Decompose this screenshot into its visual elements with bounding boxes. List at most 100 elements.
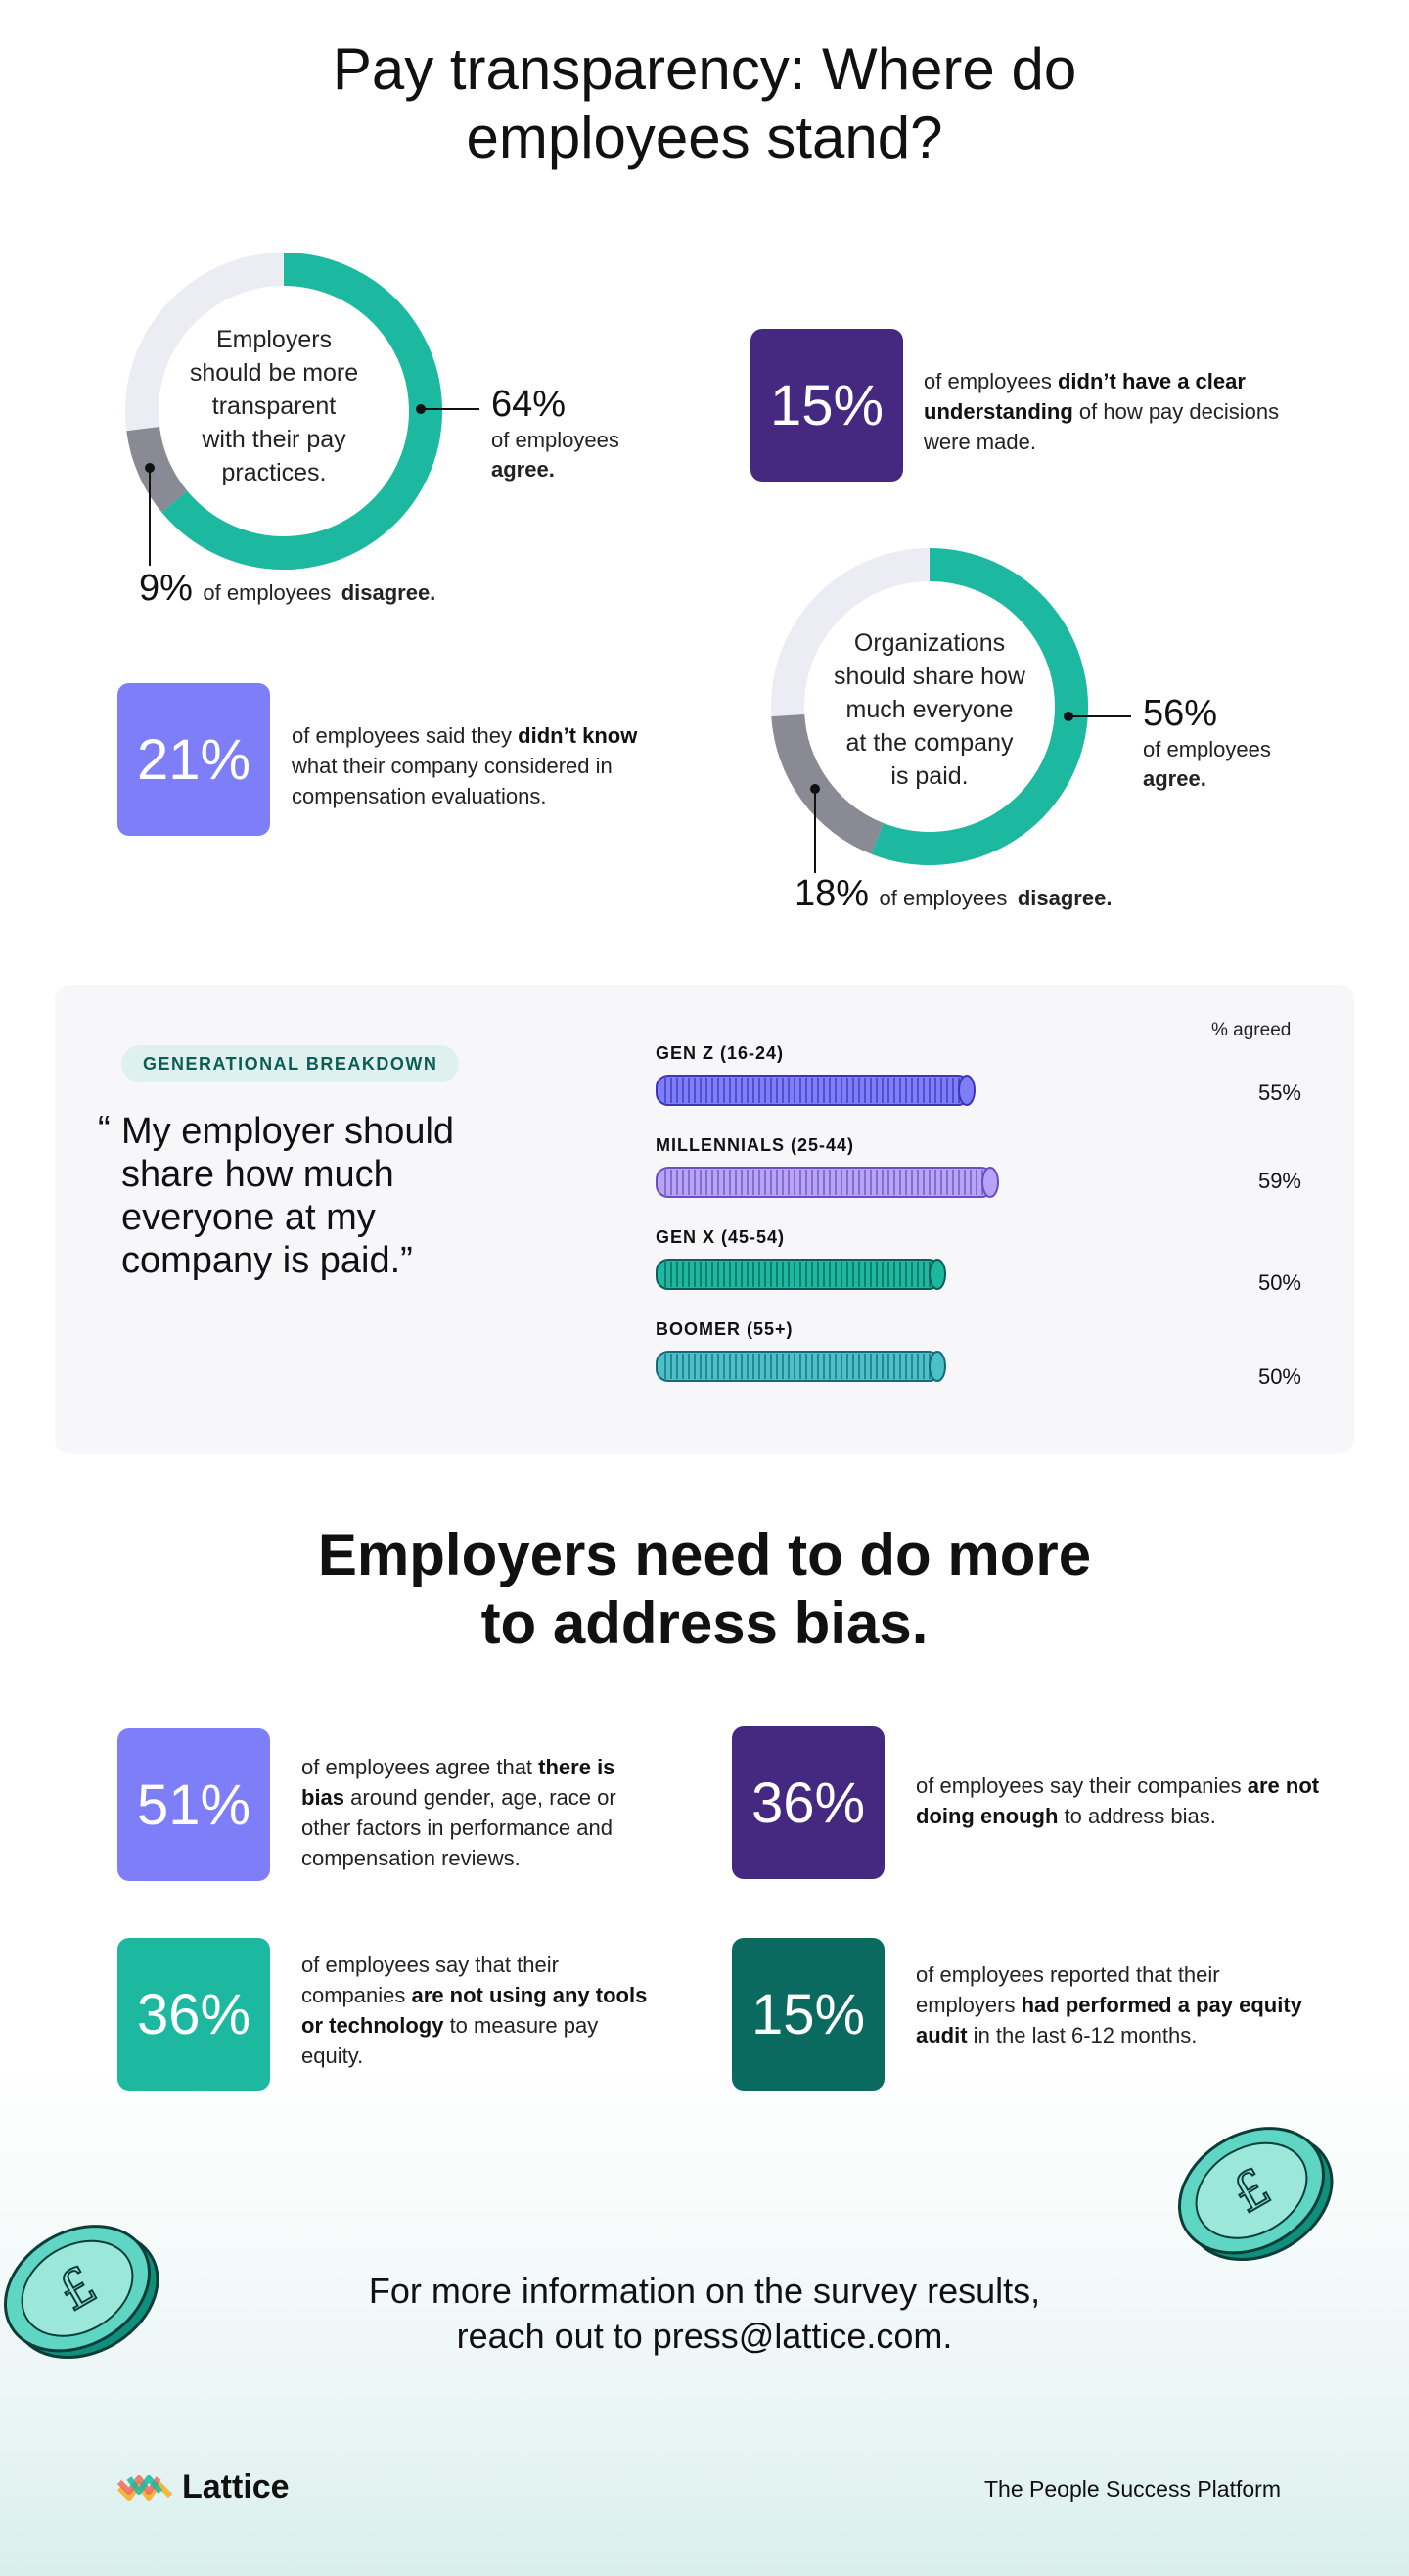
donut2-agree-text: of employees [1143, 737, 1271, 761]
stat-value: 51% [136, 1772, 251, 1837]
pound-coin-icon: £ [1177, 2127, 1334, 2262]
gen-row: GEN X (45-54) 50% [656, 1227, 1301, 1319]
stat-text-bold: had performed a pay equity audit [916, 1993, 1302, 2047]
stat-text-bold: there is bias [301, 1755, 615, 1810]
donut2-center-text: Organizations should share how much ever… [817, 626, 1042, 793]
stat-text-pre: of employees agree that [301, 1755, 539, 1779]
stat-value: 15% [769, 373, 885, 437]
donut2-disagree-bold: disagree. [1017, 886, 1113, 910]
bias-title-line-1: Employers need to do more [317, 1522, 1092, 1587]
stat-value: 36% [136, 1982, 251, 2047]
title-line-2: employees stand? [466, 105, 943, 170]
donut1-center-text: Employers should be more transparent wit… [166, 323, 382, 489]
stat-text-pre: of employees say their companies [916, 1773, 1248, 1798]
donut2-center-line: at the company [845, 729, 1014, 757]
donut2-leader-lines [810, 712, 1131, 873]
stat-text-pre: of employees say that their companies [301, 1953, 559, 2007]
stat-36a-text: of employees say their companies are not… [916, 1771, 1327, 1831]
donut1-center-line: should be more [189, 359, 359, 387]
donut1-agree-label: 64% of employees agree. [491, 384, 619, 484]
generational-bar-chart: GEN Z (16-24) 55% MILLENNIALS (25-44) 59… [656, 1043, 1301, 1411]
gen-bar-gen-z [656, 1075, 976, 1106]
gen-bar-millennials [656, 1167, 999, 1198]
lattice-logo[interactable]: Lattice [117, 2468, 290, 2507]
stat-box-15-audit: 15% [732, 1938, 885, 2091]
donut2-center-line: much everyone [845, 696, 1014, 723]
generational-quote: My employer should share how much everyo… [121, 1110, 532, 1282]
bias-section-title: Employers need to do more to address bia… [0, 1521, 1409, 1658]
stat-box-15-understanding: 15% [750, 329, 903, 482]
stat-text-pre: of employees [924, 369, 1058, 393]
gen-row-value: 55% [1257, 1081, 1301, 1105]
stat-text-pre: of employees said they [292, 723, 519, 748]
donut2-disagree-pct: 18% [795, 873, 870, 914]
stat-text-post: around gender, age, race or other factor… [301, 1785, 616, 1870]
stat-box-51-bias: 51% [117, 1728, 270, 1881]
quote-line: share how much [121, 1154, 394, 1195]
stat-text-post: in the last 6-12 months. [967, 2023, 1198, 2047]
donut1-center-line: Employers [215, 326, 333, 353]
donut2-disagree-label: 18% of employees disagree. [795, 873, 1112, 915]
stat-text-bold: are not using any tools or technology [301, 1983, 648, 2038]
donut2-agree-slice [871, 548, 1088, 865]
stat-15-text: of employees didn’t have a clear underst… [924, 366, 1295, 457]
donut1-center-line: transparent [211, 392, 337, 420]
stat-21-text: of employees said they didn’t know what … [292, 720, 683, 811]
stat-text-post: what their company considered in compens… [292, 754, 613, 808]
stat-15b-text: of employees reported that their employe… [916, 1959, 1307, 2050]
title-line-1: Pay transparency: Where do [332, 36, 1077, 102]
donut-chart-organizations-share [771, 548, 1088, 865]
footer-cta-line-2[interactable]: reach out to press@lattice.com. [456, 2316, 953, 2356]
gen-bar-fill [656, 1259, 941, 1290]
tagline: The People Success Platform [984, 2476, 1281, 2502]
gen-bar-gen-x [656, 1259, 946, 1290]
stat-value: 21% [136, 727, 251, 792]
donut1-agree-slice [161, 253, 442, 570]
donut1-center-line: practices. [221, 459, 327, 486]
stat-51-text: of employees agree that there is bias ar… [301, 1752, 663, 1873]
stat-box-21-didnt-know: 21% [117, 683, 270, 836]
quote-open-mark: “ [98, 1109, 111, 1150]
quote-line: My employer should [121, 1111, 455, 1152]
gen-row-value: 50% [1257, 1270, 1301, 1295]
donut2-center-line: should share how [834, 663, 1025, 690]
gen-row-label: BOOMER (55+) [656, 1319, 794, 1339]
coin-face [981, 1167, 999, 1198]
pct-agreed-header: % agreed [1211, 1020, 1292, 1040]
stat-text-bold: didn’t know [518, 723, 638, 748]
donut1-agree-text: of employees [491, 428, 619, 452]
gen-row-label: GEN X (45-54) [656, 1227, 786, 1247]
stat-text-post: to address bias. [1058, 1804, 1216, 1828]
bias-title-line-2: to address bias. [480, 1590, 929, 1656]
donut1-agree-pct: 64% [491, 384, 567, 425]
donut1-disagree-dot [145, 463, 155, 473]
footer-cta: For more information on the survey resul… [0, 2269, 1409, 2359]
donut1-leader-lines [145, 404, 479, 566]
stat-text-bold: are not doing enough [916, 1773, 1320, 1828]
footer-cta-line-1: For more information on the survey resul… [368, 2271, 1041, 2311]
donut2-agree-pct: 56% [1143, 693, 1218, 734]
gen-row: BOOMER (55+) 50% [656, 1319, 1301, 1411]
donut1-agree-bold: agree. [491, 457, 555, 482]
stat-value: 36% [750, 1771, 866, 1835]
coin-face [958, 1075, 976, 1106]
coin-face [929, 1259, 946, 1290]
donut2-disagree-dot [810, 784, 820, 794]
generational-pill: GENERATIONAL BREAKDOWN [121, 1045, 460, 1082]
gen-bar-fill [656, 1075, 971, 1106]
gen-row: GEN Z (16-24) 55% [656, 1043, 1301, 1135]
page-title: Pay transparency: Where do employees sta… [0, 35, 1409, 172]
gen-row-label: GEN Z (16-24) [656, 1043, 785, 1063]
donut1-disagree-pct: 9% [139, 568, 193, 609]
stat-value: 15% [750, 1982, 866, 2047]
pound-coin-icon: £ [3, 2225, 159, 2360]
lattice-logo-icon [117, 2474, 172, 2501]
donut1-center-line: with their pay [202, 426, 346, 453]
donut2-agree-label: 56% of employees agree. [1143, 693, 1271, 794]
coin-face [929, 1351, 946, 1382]
donut1-disagree-label: 9% of employees disagree. [139, 568, 435, 610]
gen-bar-boomer [656, 1351, 946, 1382]
gen-row: MILLENNIALS (25-44) 59% [656, 1135, 1301, 1227]
stat-text-bold: didn’t have a clear understanding [924, 369, 1246, 424]
donut2-agree-bold: agree. [1143, 766, 1206, 791]
